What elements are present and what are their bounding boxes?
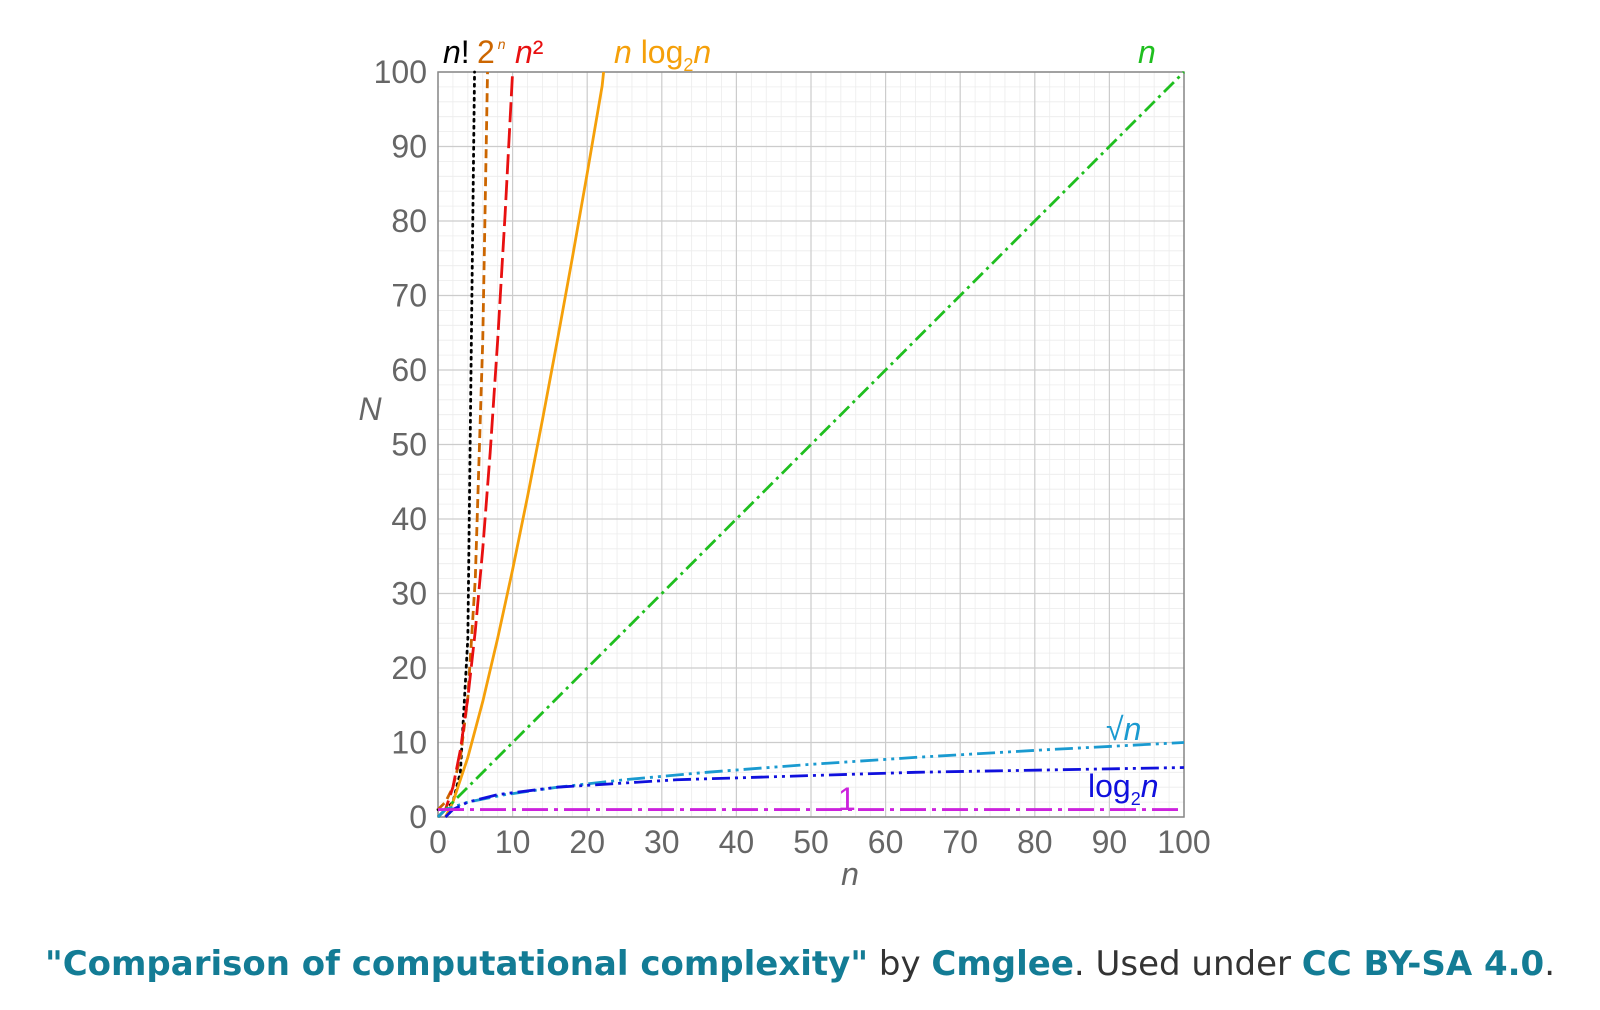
series-lines bbox=[436, 70, 1185, 818]
x-axis-label: n bbox=[841, 856, 859, 892]
series-label-linear: n bbox=[1138, 34, 1156, 70]
used-under-text: . Used under bbox=[1073, 944, 1302, 984]
y-tick-label: 40 bbox=[391, 501, 427, 537]
x-tick-label: 90 bbox=[1092, 824, 1128, 860]
plot-frame bbox=[437, 71, 1185, 818]
by-text: by bbox=[868, 944, 932, 984]
x-tick-label: 30 bbox=[644, 824, 680, 860]
y-axis-label: N bbox=[358, 391, 382, 427]
x-tick-label: 80 bbox=[1017, 824, 1053, 860]
attribution-caption: "Comparison of computational complexity"… bbox=[0, 944, 1600, 984]
complexity-chart: 0 10 20 30 40 50 60 70 80 90 100 0 10 20 30 40 50 60 70 80… bbox=[358, 34, 1211, 892]
x-tick-label: 0 bbox=[429, 824, 447, 860]
series-label-sqrt: √n bbox=[1106, 711, 1141, 747]
y-tick-label: 100 bbox=[374, 54, 427, 90]
x-tick-label: 10 bbox=[495, 824, 531, 860]
x-tick-label: 40 bbox=[719, 824, 755, 860]
y-tick-label: 10 bbox=[391, 725, 427, 761]
y-tick-label: 80 bbox=[391, 203, 427, 239]
series-label-quadratic: n² bbox=[515, 34, 544, 70]
author-link[interactable]: Cmglee bbox=[931, 944, 1074, 984]
title-link[interactable]: "Comparison of computational complexity" bbox=[44, 944, 869, 984]
series-label-constant: 1 bbox=[838, 781, 856, 817]
y-tick-label: 90 bbox=[391, 129, 427, 165]
x-tick-label: 70 bbox=[942, 824, 978, 860]
y-tick-label: 0 bbox=[409, 799, 427, 835]
x-tick-label: 50 bbox=[793, 824, 829, 860]
series-line-nlogn bbox=[444, 71, 606, 818]
y-tick-label: 50 bbox=[391, 427, 427, 463]
license-link[interactable]: CC BY-SA 4.0 bbox=[1301, 944, 1545, 984]
series-label-nlogn: n log2n bbox=[614, 34, 711, 75]
y-tick-label: 70 bbox=[391, 278, 427, 314]
series-line-linear bbox=[437, 71, 1185, 818]
x-tick-label: 60 bbox=[868, 824, 904, 860]
y-tick-labels: 0 10 20 30 40 50 60 70 80 90 100 bbox=[374, 54, 427, 835]
series-label-factorial: n! bbox=[443, 34, 470, 70]
series-label-log: log2n bbox=[1088, 768, 1159, 809]
y-tick-label: 30 bbox=[391, 576, 427, 612]
y-tick-label: 60 bbox=[391, 352, 427, 388]
series-line-quadratic bbox=[437, 71, 514, 818]
x-tick-labels: 0 10 20 30 40 50 60 70 80 90 100 bbox=[429, 824, 1211, 860]
caption-end: . bbox=[1544, 944, 1556, 984]
x-tick-label: 20 bbox=[569, 824, 605, 860]
y-tick-label: 20 bbox=[391, 650, 427, 686]
x-tick-label: 100 bbox=[1157, 824, 1210, 860]
